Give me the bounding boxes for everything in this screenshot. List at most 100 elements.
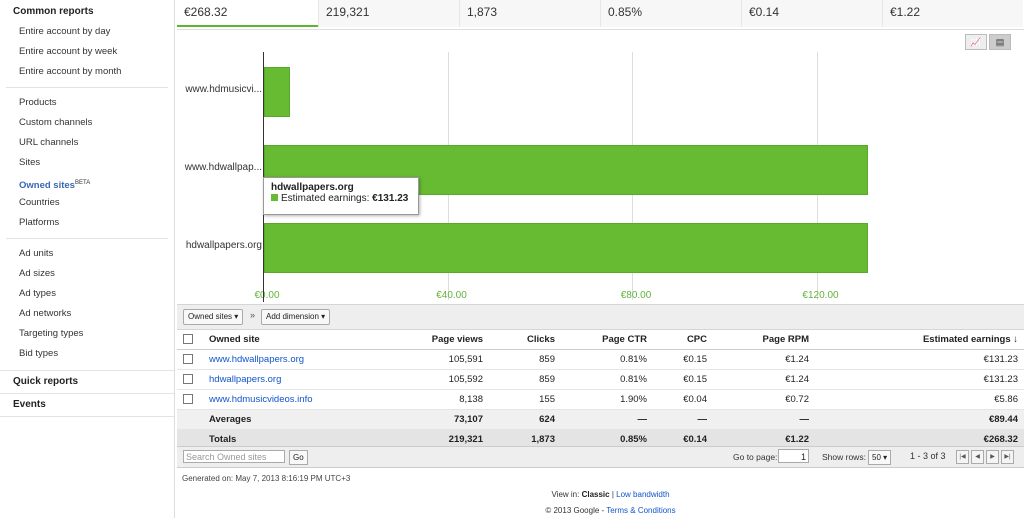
terms-link[interactable]: Terms & Conditions bbox=[606, 506, 676, 515]
bar-chart-icon[interactable]: ▤ bbox=[989, 34, 1011, 50]
sidebar-item-sites[interactable]: Sites bbox=[19, 157, 41, 168]
sidebar-item-custom-channels[interactable]: Custom channels bbox=[19, 117, 93, 128]
row-range: 1 - 3 of 3 bbox=[910, 451, 946, 461]
y-category-label: www.hdwallpap... bbox=[184, 162, 262, 173]
col-cpc[interactable]: CPC bbox=[653, 329, 713, 350]
cell: €1.24 bbox=[713, 349, 815, 370]
table-row: www.hdwallpapers.org 105,591 859 0.81% €… bbox=[177, 349, 1024, 370]
cell: €1.24 bbox=[713, 369, 815, 390]
bar[interactable] bbox=[264, 67, 291, 117]
table-header-row: Owned site Page views Clicks Page CTR CP… bbox=[177, 329, 1024, 350]
cell: 624 bbox=[489, 409, 561, 430]
cell: €268.32 bbox=[815, 429, 1024, 450]
copyright-line: © 2013 Google - Terms & Conditions bbox=[0, 506, 1024, 515]
show-rows-select[interactable]: 50 ▾ bbox=[868, 450, 892, 465]
bar-chart: 📈 ▤ €0.00 €40.00 €80.00 €120.00 www.hdmusicv… bbox=[177, 30, 1024, 303]
sidebar-item-ad-units[interactable]: Ad units bbox=[19, 248, 54, 259]
quick-reports-heading[interactable]: Quick reports bbox=[0, 370, 174, 393]
cell: €0.72 bbox=[713, 389, 815, 410]
tab-estimated-earnings[interactable]: €268.32 bbox=[177, 0, 318, 27]
col-clicks[interactable]: Clicks bbox=[489, 329, 561, 350]
sidebar-item-targeting-types[interactable]: Targeting types bbox=[19, 328, 84, 339]
sidebar-item-owned-sites[interactable]: Owned sitesBETA bbox=[0, 173, 174, 193]
row-checkbox[interactable] bbox=[183, 354, 193, 365]
row-checkbox[interactable] bbox=[183, 394, 193, 405]
cell: €0.04 bbox=[653, 389, 713, 410]
cell: 1,873 bbox=[489, 429, 561, 450]
sidebar-item-products[interactable]: Products bbox=[19, 97, 57, 108]
sidebar-item-platforms[interactable]: Platforms bbox=[19, 217, 60, 228]
search-owned-sites-input[interactable]: Search Owned sites bbox=[183, 450, 285, 463]
sidebar-item-ad-networks[interactable]: Ad networks bbox=[19, 308, 72, 319]
tab-page-rpm[interactable]: €1.22 bbox=[882, 0, 1023, 27]
view-in-label: View in: bbox=[551, 490, 580, 499]
site-link[interactable]: www.hdmusicvideos.info bbox=[209, 394, 313, 405]
common-reports-heading[interactable]: Common reports bbox=[13, 6, 94, 17]
tooltip-swatch bbox=[271, 194, 278, 201]
low-bandwidth-link[interactable]: Low bandwidth bbox=[616, 490, 670, 499]
cell: €0.14 bbox=[653, 429, 713, 450]
cell: 0.81% bbox=[561, 349, 653, 370]
add-dimension-button[interactable]: Add dimension ▾ bbox=[261, 309, 331, 325]
x-tick-label: €120.00 bbox=[802, 290, 839, 301]
line-chart-icon[interactable]: 📈 bbox=[965, 34, 987, 50]
cell: €131.23 bbox=[815, 349, 1024, 370]
col-page-views[interactable]: Page views bbox=[387, 329, 489, 350]
bar[interactable] bbox=[264, 223, 869, 273]
sidebar-item-entire-account-by-week[interactable]: Entire account by week bbox=[19, 46, 118, 57]
select-all-checkbox[interactable] bbox=[183, 333, 193, 344]
cell: 219,321 bbox=[387, 429, 489, 450]
table-footer-bar: Search Owned sites Go Go to page: 1 Show… bbox=[177, 446, 1024, 468]
tooltip-title: hdwallpapers.org bbox=[271, 182, 354, 193]
copyright-text: © 2013 Google - bbox=[545, 506, 605, 515]
sidebar-divider bbox=[6, 238, 168, 239]
tab-clicks[interactable]: 1,873 bbox=[459, 0, 600, 27]
cell: 105,591 bbox=[387, 349, 489, 370]
cell: €0.15 bbox=[653, 349, 713, 370]
dimension-dropdown[interactable]: Owned sites ▾ bbox=[183, 309, 244, 325]
beta-badge: BETA bbox=[74, 180, 91, 186]
col-page-ctr[interactable]: Page CTR bbox=[561, 329, 653, 350]
sidebar-item-ad-types[interactable]: Ad types bbox=[19, 288, 56, 299]
sidebar-item-entire-account-by-month[interactable]: Entire account by month bbox=[19, 66, 122, 77]
events-heading[interactable]: Events bbox=[0, 393, 174, 416]
page-number-input[interactable]: 1 bbox=[778, 449, 809, 463]
sidebar-item-countries[interactable]: Countries bbox=[19, 197, 60, 208]
chart-tooltip: hdwallpapers.org Estimated earnings: €13… bbox=[263, 177, 419, 215]
sidebar-divider bbox=[6, 87, 168, 88]
y-category-label: www.hdmusicvi... bbox=[185, 84, 262, 95]
go-button[interactable]: Go bbox=[289, 450, 308, 465]
col-owned-site[interactable]: Owned site bbox=[203, 329, 387, 350]
col-page-rpm[interactable]: Page RPM bbox=[713, 329, 815, 350]
view-separator: | bbox=[611, 490, 614, 499]
last-page-icon[interactable]: ▶| bbox=[1001, 450, 1014, 464]
cell: 73,107 bbox=[387, 409, 489, 430]
sidebar-item-entire-account-by-day[interactable]: Entire account by day bbox=[19, 26, 111, 37]
cell: €1.22 bbox=[713, 429, 815, 450]
row-checkbox[interactable] bbox=[183, 374, 193, 385]
tooltip-value: €131.23 bbox=[372, 193, 409, 204]
col-estimated-earnings[interactable]: Estimated earnings ↓ bbox=[815, 329, 1024, 350]
first-page-icon[interactable]: |◀ bbox=[956, 450, 969, 464]
next-page-icon[interactable]: ▶ bbox=[986, 450, 999, 464]
tab-cpc[interactable]: €0.14 bbox=[741, 0, 882, 27]
sidebar-item-bid-types[interactable]: Bid types bbox=[19, 348, 59, 359]
tooltip-label: Estimated earnings: bbox=[281, 193, 370, 204]
classic-view-label: Classic bbox=[581, 490, 610, 499]
dimension-separator: » bbox=[250, 310, 256, 320]
averages-row: Averages 73,107 624 — — — €89.44 bbox=[177, 409, 1024, 430]
metric-tabs: €268.32 219,321 1,873 0.85% €0.14 €1.22 bbox=[177, 0, 1024, 30]
tab-page-views[interactable]: 219,321 bbox=[318, 0, 459, 27]
cell: €0.15 bbox=[653, 369, 713, 390]
sidebar: Common reports Entire account by day Ent… bbox=[0, 0, 175, 518]
x-tick-label: €40.00 bbox=[436, 290, 467, 301]
site-link[interactable]: hdwallpapers.org bbox=[209, 374, 282, 385]
sidebar-item-ad-sizes[interactable]: Ad sizes bbox=[19, 268, 55, 279]
owned-sites-label: Owned sites bbox=[19, 180, 75, 192]
show-rows-label: Show rows: bbox=[822, 452, 866, 462]
prev-page-icon[interactable]: ◀ bbox=[971, 450, 984, 464]
cell: €5.86 bbox=[815, 389, 1024, 410]
tab-page-ctr[interactable]: 0.85% bbox=[600, 0, 741, 27]
sidebar-item-url-channels[interactable]: URL channels bbox=[19, 137, 79, 148]
site-link[interactable]: www.hdwallpapers.org bbox=[209, 354, 305, 365]
